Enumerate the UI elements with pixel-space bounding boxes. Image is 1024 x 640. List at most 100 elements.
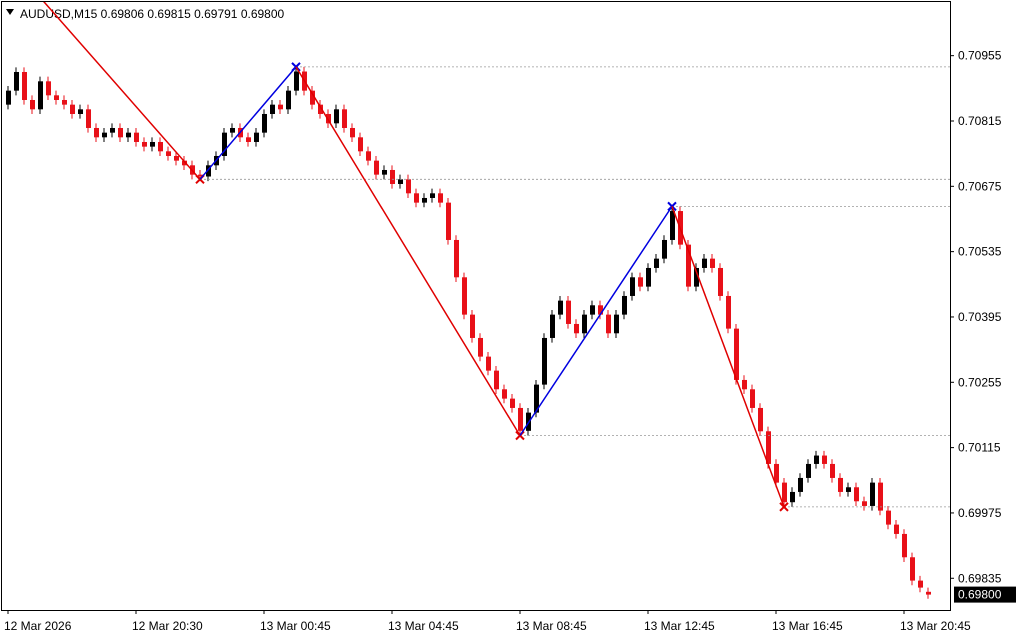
pivot-marker: [779, 502, 789, 512]
candle-body: [54, 95, 59, 100]
candle-body: [846, 487, 851, 492]
candle-body: [438, 193, 443, 203]
candle-body: [774, 463, 779, 483]
x-tick-label: 13 Mar 12:45: [644, 619, 715, 633]
candle-body: [286, 90, 291, 110]
candle-body: [734, 328, 739, 380]
candle-body: [230, 127, 235, 133]
candle-body: [38, 81, 43, 110]
candle-body: [134, 132, 139, 142]
y-tick-label: 0.70115: [958, 441, 1001, 455]
candle-body: [182, 160, 187, 166]
zigzag-segment: [519, 205, 673, 436]
candle-body: [6, 90, 11, 105]
candle-body: [806, 463, 811, 478]
candle-body: [454, 239, 459, 278]
candle-body: [318, 104, 323, 114]
candle-body: [222, 132, 227, 156]
y-tick-label: 0.70255: [958, 375, 1002, 389]
candle-body: [94, 127, 99, 138]
candle-body: [254, 132, 259, 142]
candle-body: [374, 160, 379, 175]
zigzag-segment: [43, 2, 201, 180]
price-label: 0.69800: [958, 588, 1002, 602]
candle-body: [294, 71, 299, 91]
collapse-arrow[interactable]: [6, 9, 14, 15]
candle-body: [486, 356, 491, 371]
candle-body: [70, 104, 75, 114]
candle-body: [414, 193, 419, 203]
y-tick-label: 0.70675: [958, 179, 1002, 193]
chart-title: AUDUSD,M15 0.69806 0.69815 0.69791 0.698…: [20, 7, 285, 21]
plot: [6, 2, 950, 599]
y-tick-label: 0.70395: [958, 310, 1002, 324]
candle-body: [662, 239, 667, 259]
zigzag-segment: [295, 66, 521, 436]
candle-body: [614, 314, 619, 334]
candle-body: [126, 132, 131, 138]
candle-body: [78, 109, 83, 114]
candle-body: [310, 90, 315, 105]
x-tick-label: 13 Mar 20:45: [900, 619, 971, 633]
candle-body: [478, 337, 483, 357]
candle-body: [174, 155, 179, 161]
candle-body: [518, 407, 523, 431]
x-tick-label: 12 Mar 2026: [4, 619, 72, 633]
candle-body: [534, 384, 539, 413]
candle-body: [862, 501, 867, 506]
candle-body: [622, 295, 627, 315]
candle-body: [830, 463, 835, 478]
candle-body: [62, 99, 67, 105]
candle-body: [558, 300, 563, 315]
candle-body: [822, 455, 827, 464]
candle-body: [758, 407, 763, 432]
candle-body: [886, 510, 891, 525]
candle-body: [902, 533, 907, 558]
candle-body: [606, 314, 611, 334]
candle-body: [30, 99, 35, 110]
y-tick-label: 0.70815: [958, 114, 1002, 128]
y-tick-label: 0.70535: [958, 245, 1002, 259]
candle-body: [878, 482, 883, 511]
candle-body: [574, 323, 579, 334]
candle-body: [838, 477, 843, 492]
y-tick-label: 0.69835: [958, 571, 1002, 585]
x-tick-label: 13 Mar 16:45: [772, 619, 843, 633]
candle-body: [742, 379, 747, 390]
candle-body: [782, 482, 787, 503]
candle-body: [382, 169, 387, 175]
candle-body: [166, 151, 171, 156]
candle-body: [390, 169, 395, 184]
candle-body: [494, 370, 499, 390]
candle-body: [150, 141, 155, 147]
candle-body: [718, 267, 723, 296]
candle-body: [670, 211, 675, 240]
candle-body: [582, 314, 587, 334]
candle-body: [102, 132, 107, 138]
candle-body: [710, 258, 715, 268]
candle-body: [894, 524, 899, 534]
candle-body: [726, 295, 731, 329]
candle-body: [262, 113, 267, 133]
candle-body: [22, 71, 27, 100]
candle-body: [270, 104, 275, 114]
candle-body: [422, 197, 427, 203]
candle-body: [654, 258, 659, 268]
candle-body: [694, 267, 699, 287]
candle-body: [542, 337, 547, 385]
x-tick-label: 12 Mar 20:30: [132, 619, 203, 633]
candle-body: [14, 71, 19, 91]
candle-body: [550, 314, 555, 338]
candle-body: [334, 109, 339, 124]
candle-body: [814, 455, 819, 464]
candle-body: [686, 244, 691, 287]
candle-body: [630, 277, 635, 296]
candle-body: [566, 300, 571, 324]
candle-body: [702, 258, 707, 268]
zigzag-segment: [199, 66, 297, 180]
candle-body: [598, 305, 603, 315]
candle-body: [158, 141, 163, 152]
candle-body: [790, 491, 795, 503]
x-tick-label: 13 Mar 08:45: [516, 619, 587, 633]
